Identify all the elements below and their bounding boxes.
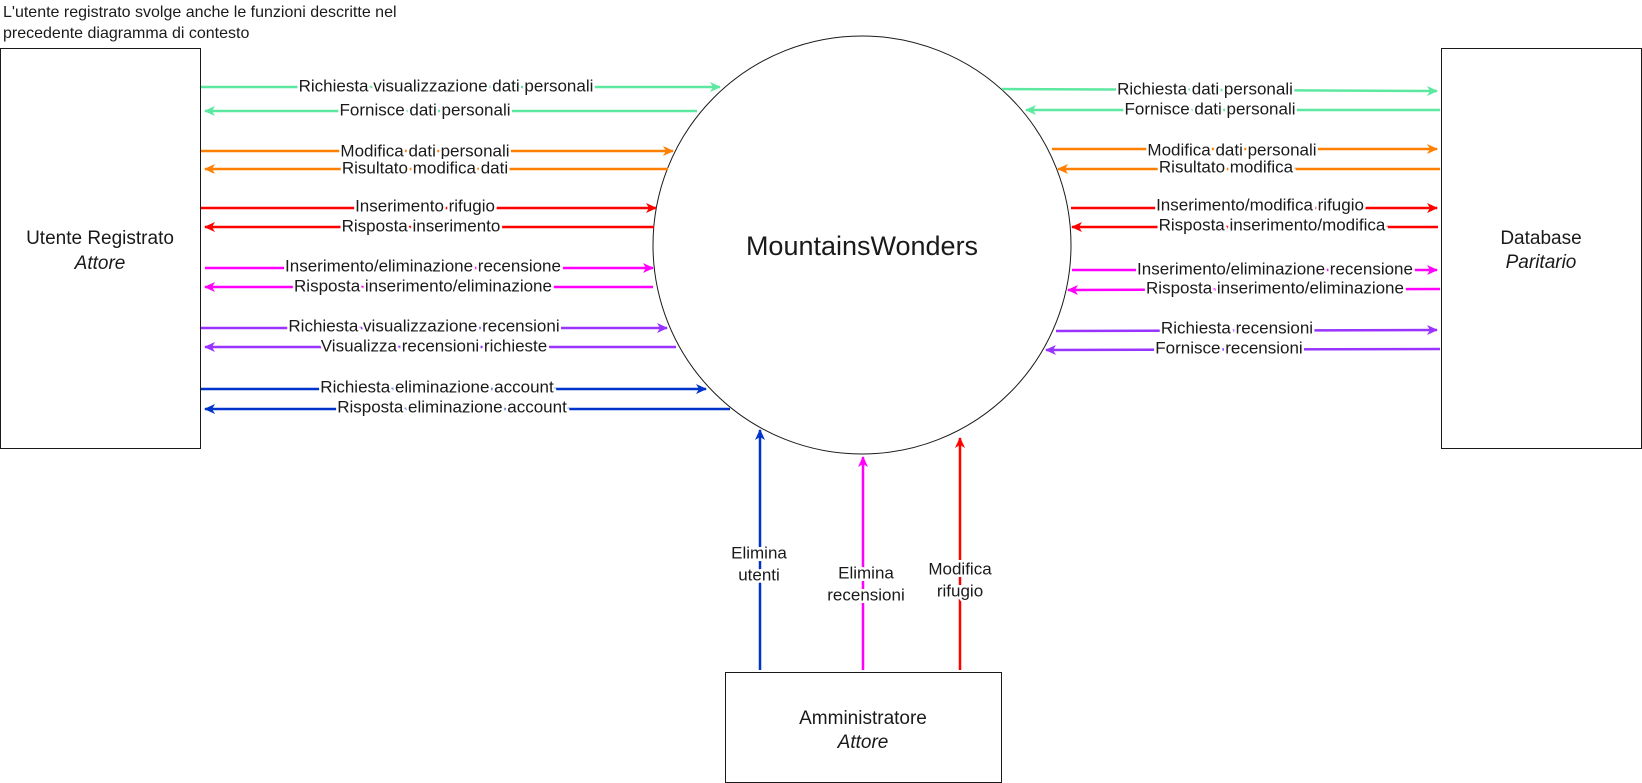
entity-user: Utente Registrato Attore [0,48,201,449]
left-flow-10-label: Richiesta eliminazione account [320,377,554,396]
left-flow-5: Risposta inserimento [204,214,654,238]
entity-user-name: Utente Registrato [26,228,174,249]
admin-flow-1: Elimina recensioni [825,456,907,670]
left-flow-4-label: Inserimento rifugio [355,196,495,215]
right-flow-5: Risposta inserimento/modifica [1071,213,1438,237]
left-flow-9: Visualizza recensioni richieste [204,334,676,358]
entity-database-name: Database [1500,228,1581,249]
admin-flow-2-label-line-1: Modifica [928,559,992,578]
admin-flow-1-label-line-2: recensioni [827,585,905,604]
right-flow-3-label: Risultato modifica [1159,157,1294,176]
left-flow-0-label: Richiesta visualizzazione dati personali [299,76,594,95]
admin-flow-0-label-line-1: Elimina [731,543,787,562]
left-flow-7-label: Risposta inserimento/eliminazione [294,276,552,295]
right-flow-6: Inserimento/eliminazione recensione [1072,257,1438,281]
right-flow-1: Fornisce dati personali [1025,97,1440,121]
admin-flow-1-label-line-1: Elimina [838,563,894,582]
right-flow-4: Inserimento/modifica rifugio [1071,193,1438,217]
entity-user-type: Attore [74,253,126,274]
right-flow-8-label: Richiesta recensioni [1161,318,1313,337]
admin-flow-0-label-line-2: utenti [738,565,780,584]
left-flow-4: Inserimento rifugio [201,194,657,218]
right-flow-8: Richiesta recensioni [1055,316,1438,340]
left-flow-2: Modifica dati personali [201,139,674,163]
entity-database-type: Paritario [1506,252,1577,273]
context-note: L'utente registrato svolge anche le funz… [3,4,397,42]
right-flow-2-label: Modifica dati personali [1147,140,1316,159]
admin-flow-0: Elimina utenti [729,429,790,670]
right-flow-0-label: Richiesta dati personali [1117,79,1293,98]
left-flow-6-label: Inserimento/eliminazione recensione [285,256,561,275]
process-name: MountainsWonders [746,231,978,261]
left-flow-5-label: Risposta inserimento [342,216,501,235]
entity-database: Database Paritario [1441,48,1642,449]
right-flow-5-label: Risposta inserimento/modifica [1159,215,1386,234]
right-flow-4-label: Inserimento/modifica rifugio [1156,195,1364,214]
left-flow-1: Fornisce dati personali [204,98,697,122]
left-flow-8-label: Richiesta visualizzazione recensioni [288,316,559,335]
left-flow-7: Risposta inserimento/eliminazione [204,274,653,298]
right-flow-6-label: Inserimento/eliminazione recensione [1137,259,1413,278]
right-flow-0: Richiesta dati personali [1001,77,1438,101]
right-flow-9-label: Fornisce recensioni [1155,338,1302,357]
entity-admin-type: Attore [837,732,889,753]
entity-admin: Amministratore Attore [725,672,1002,783]
left-flow-6: Inserimento/eliminazione recensione [205,254,654,278]
left-flow-10: Richiesta eliminazione account [201,375,707,399]
left-flow-0: Richiesta visualizzazione dati personali [201,74,721,98]
left-flow-9-label: Visualizza recensioni richieste [321,336,547,355]
left-flow-1-label: Fornisce dati personali [339,100,510,119]
right-flow-2: Modifica dati personali [1052,138,1438,162]
right-flow-1-label: Fornisce dati personali [1124,99,1295,118]
process-circle: MountainsWonders [652,35,1072,455]
left-flow-8: Richiesta visualizzazione recensioni [201,314,668,338]
left-flow-2-label: Modifica dati personali [340,141,509,160]
right-flow-7-label: Risposta inserimento/eliminazione [1146,278,1404,297]
right-flow-3: Risultato modifica [1057,155,1440,179]
right-flow-9: Fornisce recensioni [1045,336,1441,360]
left-flow-3: Risultato modifica dati [204,156,668,180]
entity-admin-name: Amministratore [799,708,927,729]
right-flow-7: Risposta inserimento/eliminazione [1067,276,1441,300]
admin-flow-2: Modifica rifugio [926,437,995,670]
left-flow-11-label: Risposta eliminazione account [337,397,567,416]
left-flow-11: Risposta eliminazione account [204,395,730,419]
left-flow-3-label: Risultato modifica dati [342,158,508,177]
admin-flow-2-label-line-2: rifugio [937,581,983,600]
